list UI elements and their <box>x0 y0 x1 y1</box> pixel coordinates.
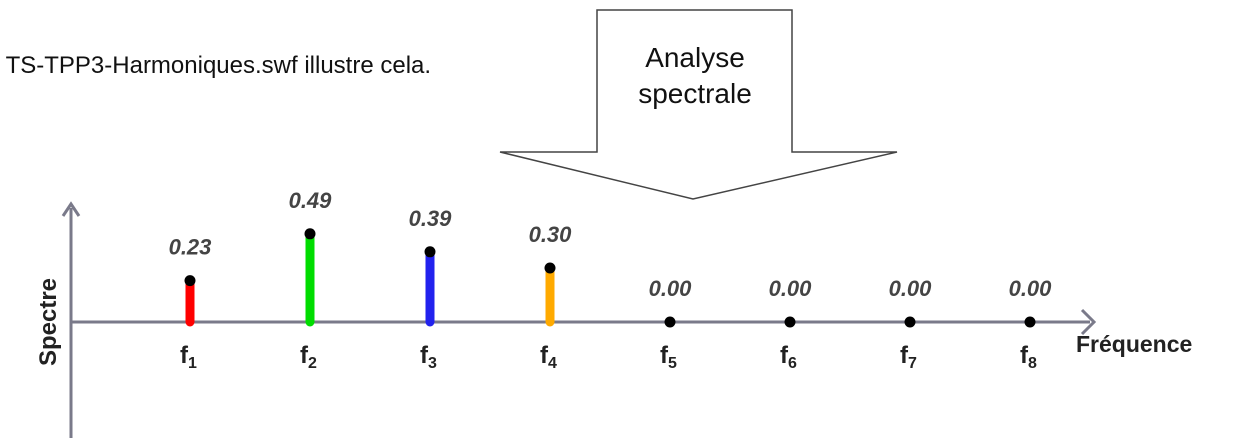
x-axis-arrowhead <box>1080 308 1097 336</box>
stem-point <box>304 228 316 240</box>
category-label: f3 <box>420 342 437 372</box>
stem-point <box>424 246 436 258</box>
stem-point <box>904 316 916 328</box>
analysis-arrow-line-1: Analyse <box>645 42 745 73</box>
value-label: 0.00 <box>649 276 693 301</box>
value-label: 0.30 <box>529 222 573 247</box>
value-label: 0.00 <box>1009 276 1053 301</box>
analysis-arrow-label: Analyse spectrale <box>600 40 790 112</box>
category-label: f8 <box>1020 342 1037 372</box>
category-label: f2 <box>300 342 317 372</box>
intro-text: n TS-TPP3-Harmoniques.swf illustre cela. <box>0 52 432 79</box>
category-label: f7 <box>900 342 917 372</box>
value-label: 0.49 <box>289 188 333 213</box>
category-label: f5 <box>660 342 677 372</box>
value-label: 0.23 <box>169 235 212 260</box>
x-axis-label: Fréquence <box>1076 331 1192 357</box>
y-axis-label: Spectre <box>35 278 62 366</box>
stem-point <box>1024 316 1036 328</box>
stem-point <box>184 275 196 287</box>
analysis-arrow-shape <box>499 9 898 200</box>
value-label: 0.00 <box>769 276 813 301</box>
y-axis-arrowhead <box>61 201 81 217</box>
category-label: f1 <box>180 342 197 372</box>
stem-point <box>664 316 676 328</box>
value-label: 0.39 <box>409 206 453 231</box>
stem-point <box>544 262 556 274</box>
category-label: f4 <box>540 342 557 372</box>
category-label: f6 <box>780 342 797 372</box>
value-label: 0.00 <box>889 276 933 301</box>
analysis-arrow-line-2: spectrale <box>638 78 752 109</box>
stem-point <box>784 316 796 328</box>
